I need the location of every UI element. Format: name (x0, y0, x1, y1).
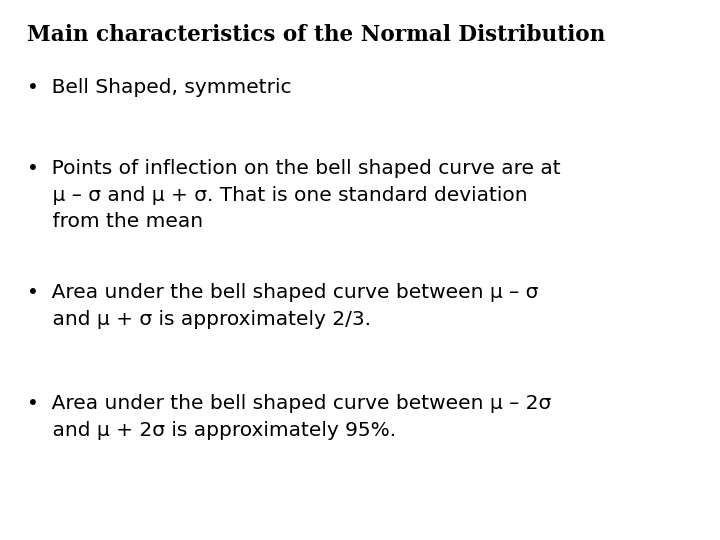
Text: •  Points of inflection on the bell shaped curve are at
    μ – σ and μ + σ. Tha: • Points of inflection on the bell shape… (27, 159, 561, 231)
Text: •  Bell Shaped, symmetric: • Bell Shaped, symmetric (27, 78, 292, 97)
Text: Main characteristics of the Normal Distribution: Main characteristics of the Normal Distr… (27, 24, 606, 46)
Text: •  Area under the bell shaped curve between μ – σ
    and μ + σ is approximately: • Area under the bell shaped curve betwe… (27, 284, 539, 329)
Text: •  Area under the bell shaped curve between μ – 2σ
    and μ + 2σ is approximate: • Area under the bell shaped curve betwe… (27, 394, 552, 440)
